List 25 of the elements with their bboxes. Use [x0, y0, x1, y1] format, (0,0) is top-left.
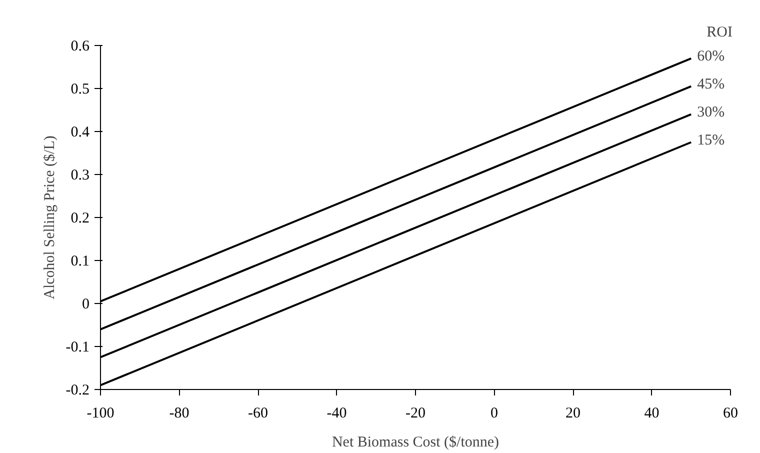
- series-label: 30%: [697, 104, 725, 120]
- y-tick-label: -0.2: [66, 382, 90, 398]
- x-tick-label: -40: [326, 406, 347, 422]
- legend-title: ROI: [706, 24, 733, 40]
- series-label: 60%: [697, 48, 725, 64]
- series-label: 45%: [697, 76, 725, 92]
- y-tick-label: 0: [82, 296, 90, 312]
- y-tick-label: 0.1: [70, 254, 90, 270]
- x-tick-label: 60: [723, 406, 738, 422]
- x-tick-label: 0: [490, 406, 498, 422]
- x-axis-title: Net Biomass Cost ($/tonne): [332, 434, 500, 450]
- x-tick-label: -60: [248, 406, 268, 422]
- y-tick-label: 0.4: [70, 124, 90, 140]
- x-tick-label: -20: [406, 406, 426, 422]
- series-label: 15%: [697, 132, 725, 148]
- y-tick-label: 0.3: [70, 168, 90, 184]
- y-axis-title: Alcohol Selling Price ($/L): [42, 136, 58, 300]
- x-tick-label: -80: [169, 406, 190, 422]
- x-tick-label: 40: [644, 406, 660, 422]
- y-tick-label: 0.2: [70, 210, 90, 226]
- y-tick-label: 0.5: [70, 82, 90, 98]
- y-tick-label: 0.6: [70, 38, 90, 54]
- x-tick-label: 20: [566, 406, 580, 422]
- x-tick-label: -100: [86, 406, 114, 422]
- y-tick-label: -0.1: [66, 340, 90, 356]
